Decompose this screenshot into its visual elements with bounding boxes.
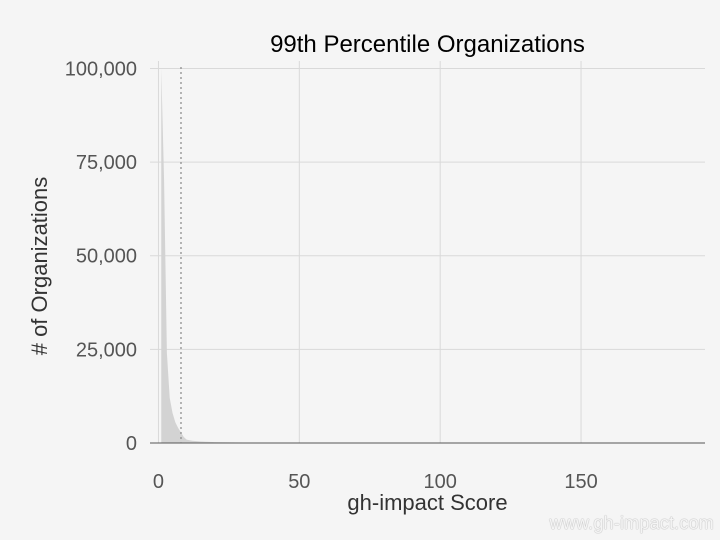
y-tick-label: 50,000	[76, 246, 137, 268]
watermark: www.gh-impact.com	[549, 513, 714, 533]
x-tick-label: 0	[153, 471, 164, 493]
y-tick-label: 100,000	[65, 58, 137, 80]
series-layer	[150, 68, 705, 444]
y-tick-label: 75,000	[76, 152, 137, 174]
y-tick-labels: 0 25,000 50,000 75,000 100,000	[65, 58, 137, 455]
y-axis-label: # of Organizations	[27, 176, 52, 356]
y-gridlines	[150, 67, 705, 444]
x-gridlines	[157, 61, 582, 443]
x-tick-label: 150	[564, 471, 597, 493]
x-axis-label: gh-impact Score	[347, 490, 508, 515]
y-tick-label: 25,000	[76, 339, 137, 361]
chart-title: 99th Percentile Organizations	[270, 31, 585, 58]
x-tick-label: 50	[288, 471, 310, 493]
x-tick-label: 100	[423, 471, 456, 493]
y-tick-label: 0	[126, 433, 137, 455]
x-tick-labels: 0 50 100 150	[153, 471, 598, 493]
